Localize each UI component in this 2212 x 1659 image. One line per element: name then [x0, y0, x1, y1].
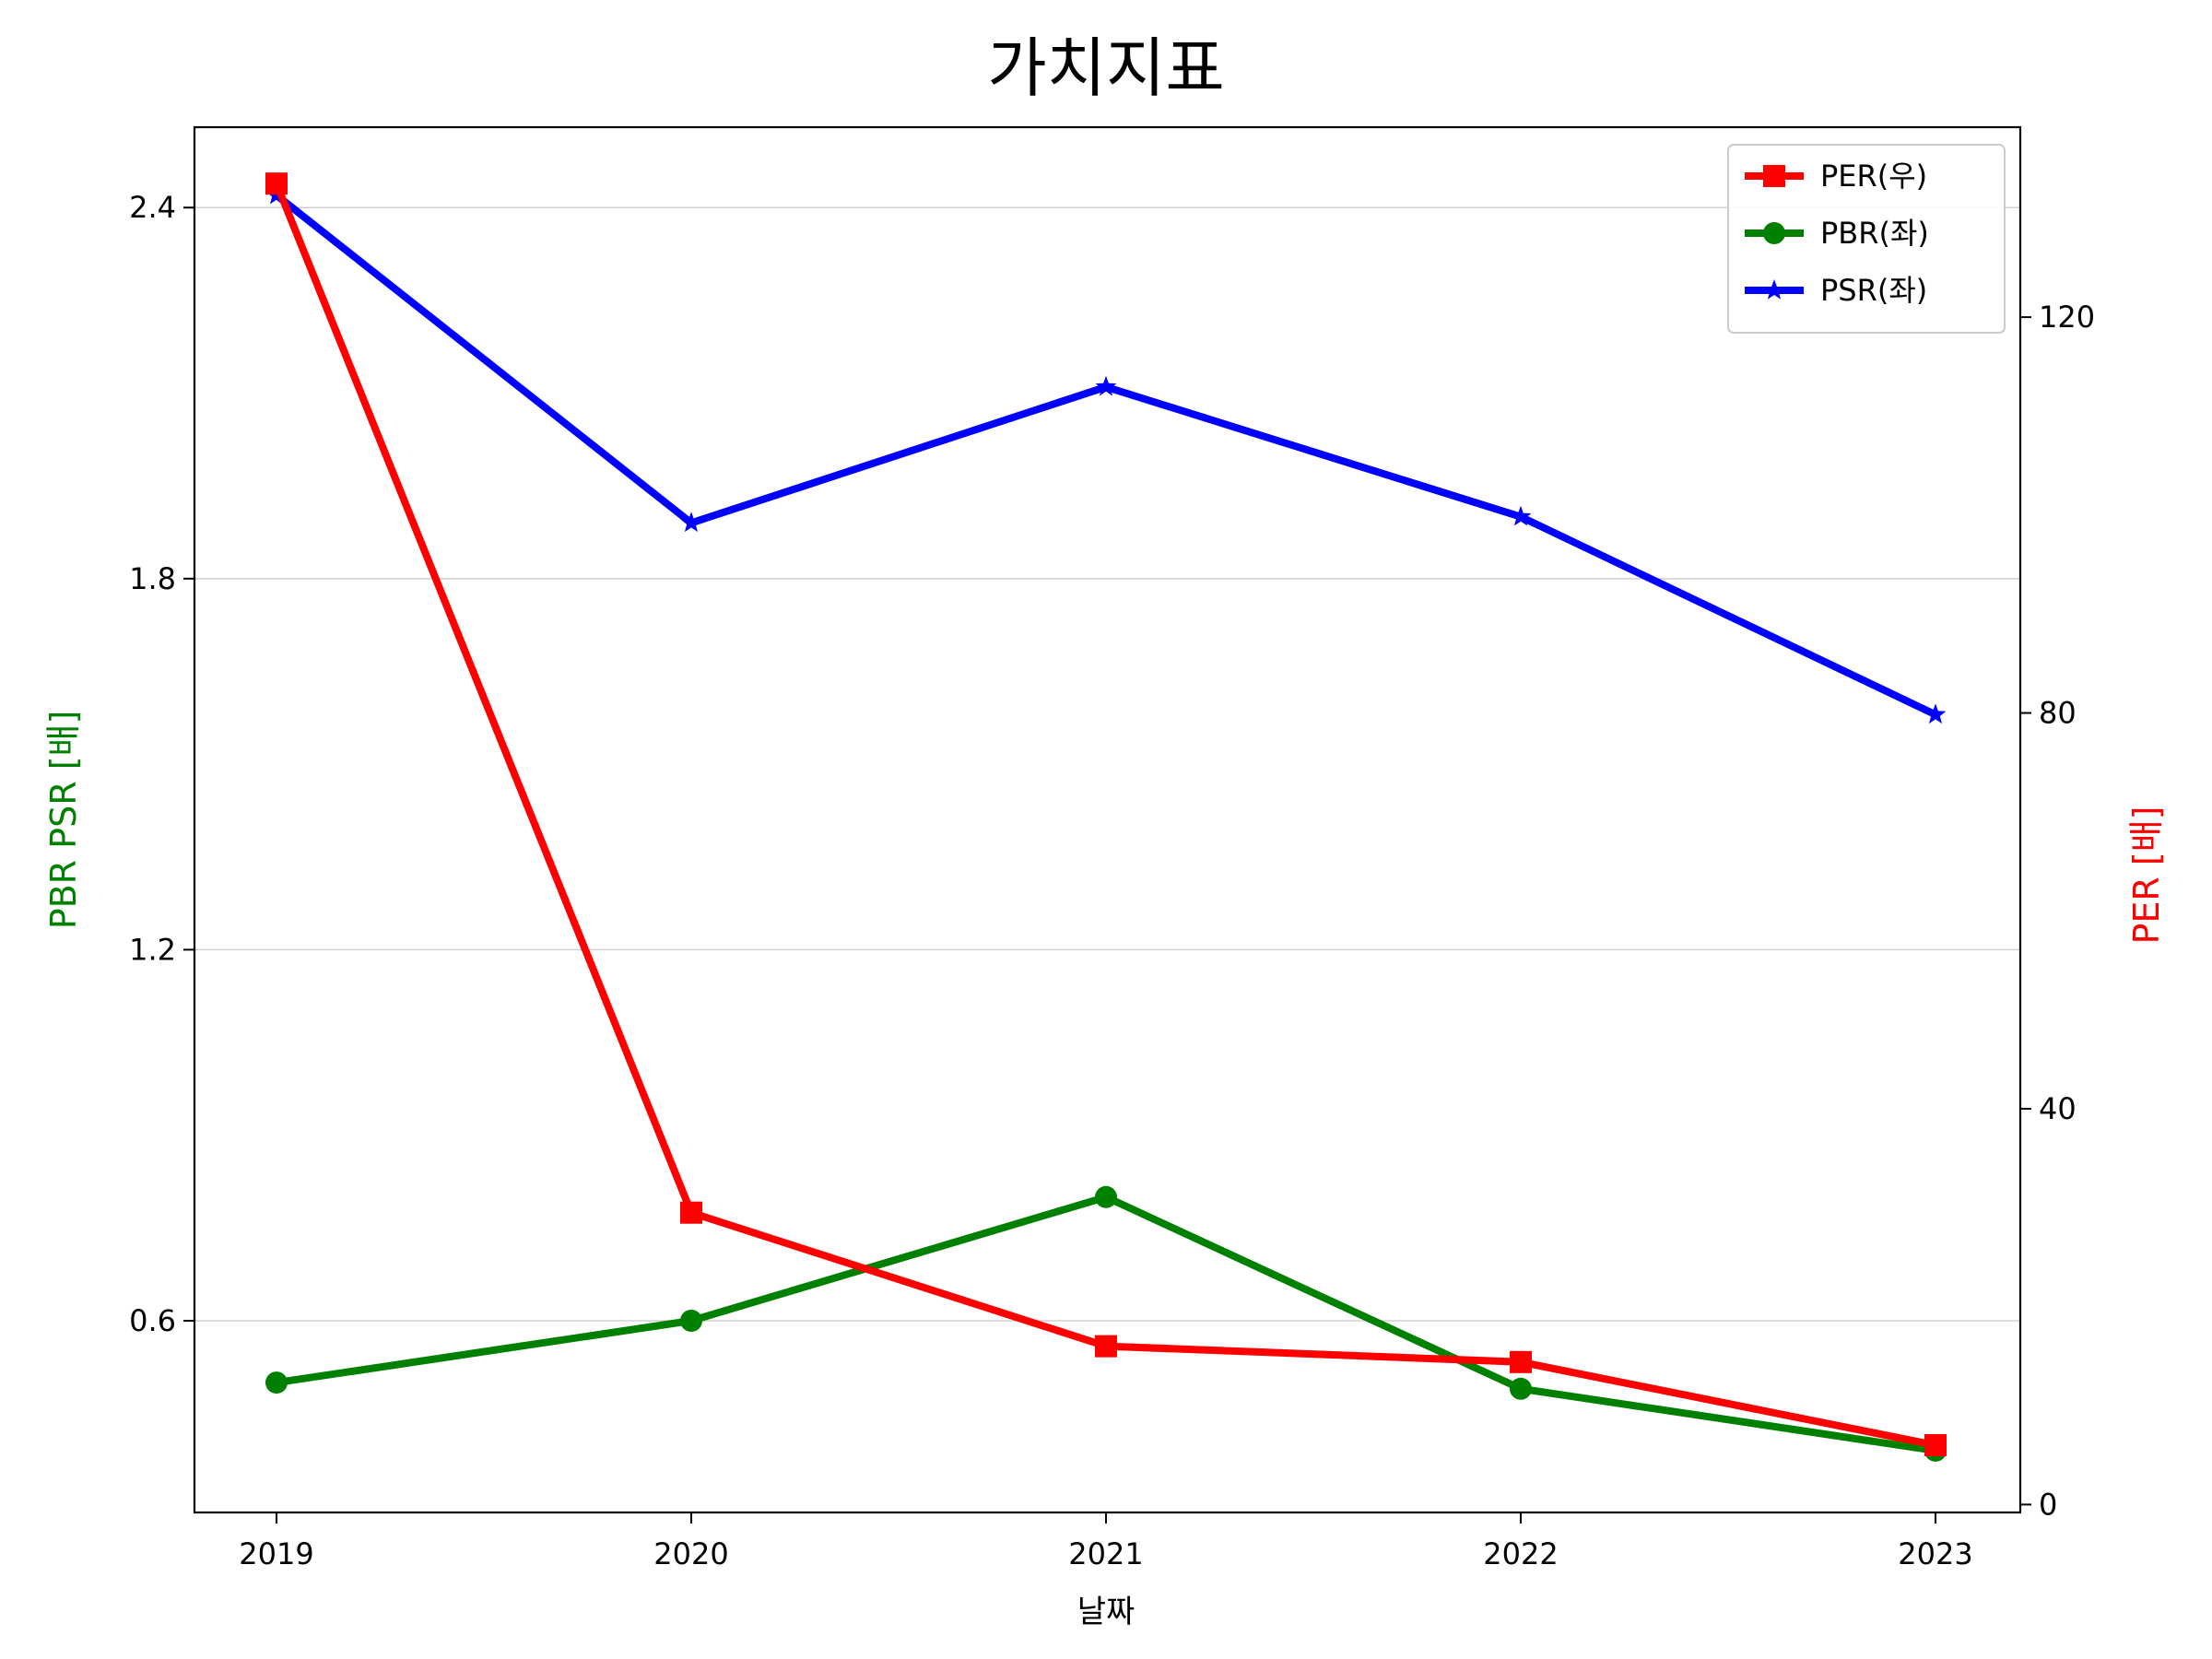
legend-marker	[1763, 222, 1785, 244]
y-left-tick-label: 1.2	[129, 932, 176, 967]
data-point	[680, 1201, 702, 1224]
data-point	[1510, 1350, 1532, 1373]
x-tick-label: 2021	[1068, 1536, 1143, 1571]
x-tick-label: 2023	[1898, 1536, 1972, 1571]
data-point	[1510, 1377, 1532, 1400]
legend-marker	[1763, 279, 1785, 300]
data-point	[1095, 1185, 1117, 1208]
y-left-tick-label: 0.6	[129, 1303, 176, 1338]
data-point	[680, 512, 702, 533]
data-point	[265, 1371, 288, 1394]
y-axis-right-title: PER [배]	[2126, 806, 2167, 944]
y-right-tick-label: 0	[2039, 1487, 2057, 1522]
series-star	[265, 183, 1947, 724]
data-point	[680, 1309, 702, 1332]
grid-layer	[194, 206, 2020, 1322]
y-axis-left-title: PBR PSR [배]	[43, 711, 84, 930]
legend-label: PSR(좌)	[1820, 273, 1927, 308]
data-point	[265, 172, 288, 195]
legend-label: PBR(좌)	[1820, 216, 1929, 251]
legend-entry: PER(우)	[1745, 159, 1927, 194]
axes-layer: 2019 2020 2021 2022 2023 0.6 1.2 1.8 2.4 0 40 80 120	[129, 125, 2095, 1571]
y-right-tick-label: 80	[2039, 696, 2077, 731]
series-line	[273, 191, 1939, 719]
data-point	[1924, 703, 1947, 724]
series-line	[273, 180, 1939, 1449]
legend-entry: PBR(좌)	[1745, 216, 1929, 251]
y-right-tick-label: 120	[2039, 300, 2095, 335]
x-axis-title: 날짜	[1077, 1594, 1135, 1630]
data-point	[1095, 1335, 1117, 1358]
legend: PER(우) PBR(좌) PSR(좌)	[1727, 144, 2006, 334]
data-point	[1510, 505, 1532, 526]
series-line	[273, 1193, 1939, 1454]
data-point	[1924, 1433, 1947, 1456]
x-tick-label: 2019	[239, 1536, 313, 1571]
legend-entry: PSR(좌)	[1745, 273, 1927, 308]
series-square	[265, 172, 1947, 1456]
series-circle	[265, 1185, 1947, 1462]
plot-frame	[193, 125, 2022, 1514]
chart-title: 가치지표	[987, 30, 1225, 106]
legend-box	[1727, 144, 2006, 334]
y-left-tick-label: 1.8	[129, 561, 176, 596]
legend-marker	[1763, 165, 1785, 187]
series-layer	[265, 172, 1947, 1462]
x-tick-label: 2022	[1483, 1536, 1558, 1571]
legend-label: PER(우)	[1820, 159, 1927, 194]
y-left-tick-label: 2.4	[129, 190, 176, 225]
y-right-tick-label: 40	[2039, 1091, 2077, 1126]
x-tick-label: 2020	[653, 1536, 728, 1571]
data-point	[1095, 375, 1117, 396]
